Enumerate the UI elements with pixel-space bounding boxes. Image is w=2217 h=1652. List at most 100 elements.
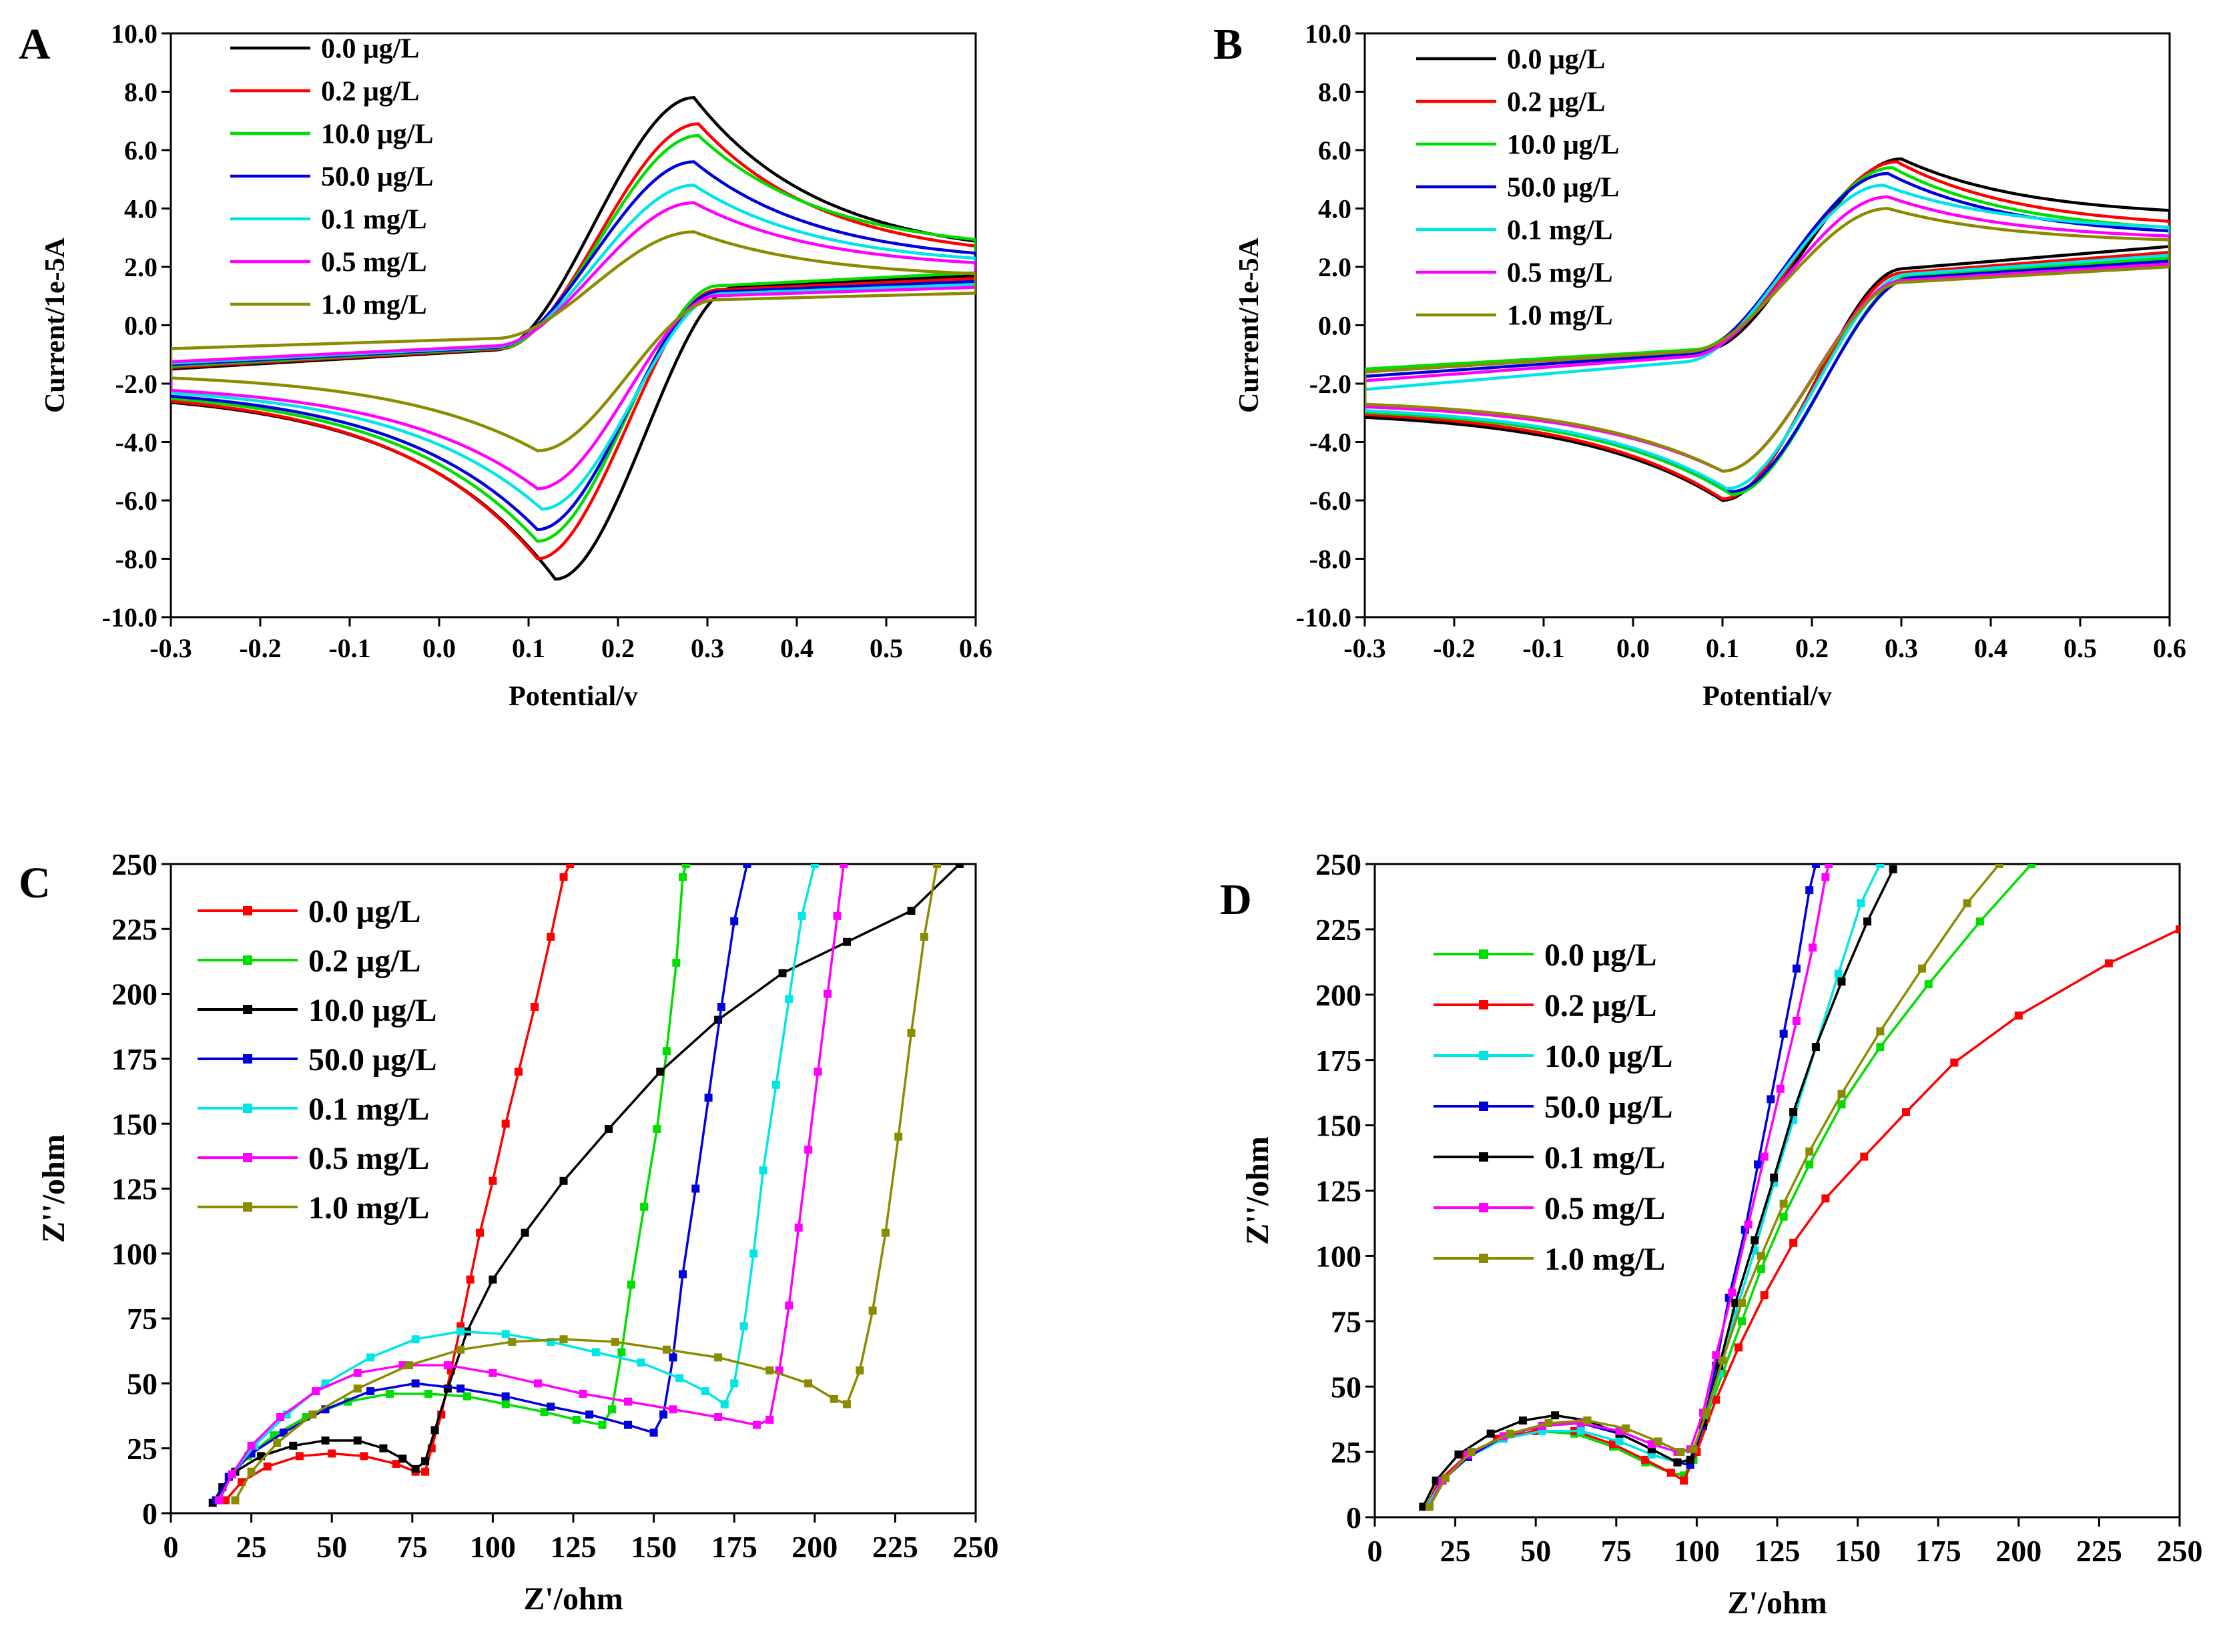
data-point (585, 1410, 594, 1419)
data-point (771, 1080, 780, 1089)
data-point (804, 1379, 813, 1388)
legend-label: 0.5 mg/L (1507, 258, 1613, 289)
data-point (1544, 1419, 1553, 1428)
x-tick-label: 125 (551, 1530, 597, 1564)
series-line (171, 183, 976, 511)
panel-A: A -0.3 -0.2 -0.1 0.0 0.1 0.2 0.3 0.4 0.5 0.6 -10.0 -… (19, 19, 992, 712)
legend-label: 0.0 μg/L (1544, 937, 1657, 973)
data-point (353, 1384, 362, 1393)
data-point (2104, 959, 2113, 967)
data-point (624, 1420, 633, 1429)
plot-area (1419, 864, 2180, 1511)
data-point (379, 1444, 388, 1453)
data-point (955, 864, 964, 868)
data-point (1837, 1100, 1846, 1109)
legend-label: 0.5 mg/L (1544, 1191, 1665, 1226)
data-point (489, 1176, 497, 1185)
x-tick-label: 100 (1674, 1534, 1720, 1568)
y-tick-label: 2.0 (1318, 252, 1351, 282)
x-tick-label: -0.2 (239, 633, 281, 663)
data-point (514, 1068, 523, 1076)
y-tick-label: 125 (1315, 1174, 1361, 1208)
y-axis-label: Current/1e-5A (40, 237, 71, 412)
y-tick-label: -6.0 (115, 486, 157, 516)
x-tick-label: 175 (1915, 1534, 1961, 1568)
x-tick-label: -0.1 (328, 633, 370, 663)
legend-marker (1479, 1152, 1488, 1162)
data-point (421, 1467, 430, 1476)
data-point (430, 1426, 439, 1434)
data-point (720, 1400, 729, 1408)
data-point (353, 1436, 362, 1445)
data-point (1680, 1477, 1688, 1485)
legend-label: 0.0 μg/L (321, 34, 420, 65)
legend-label: 0.1 mg/L (308, 1092, 429, 1127)
data-point (1432, 1477, 1440, 1485)
data-point (1776, 1084, 1785, 1093)
data-point (1551, 1411, 1560, 1420)
x-tick-label: 100 (470, 1530, 516, 1564)
legend-label: 0.2 μg/L (1544, 988, 1657, 1023)
y-tick-label: -4.0 (1309, 428, 1351, 458)
data-point (830, 1394, 838, 1403)
series-line (1365, 195, 2170, 473)
data-point (1754, 1160, 1763, 1169)
data-point (765, 1366, 774, 1374)
legend-label: 0.5 mg/L (308, 1141, 429, 1176)
data-point (1889, 865, 1897, 873)
data-point (540, 1408, 549, 1416)
legend-marker (243, 1104, 252, 1113)
data-point (1809, 943, 1817, 952)
x-axis-label: Potential/v (509, 681, 638, 712)
data-point (1837, 977, 1846, 986)
x-tick-label: 0.2 (601, 633, 635, 663)
y-tick-label: 100 (1315, 1240, 1361, 1274)
data-point (1454, 1451, 1463, 1459)
data-point (489, 1368, 497, 1377)
data-point (679, 1270, 687, 1278)
data-point (843, 1400, 852, 1408)
data-point (701, 1387, 709, 1396)
y-tick-label: 125 (111, 1172, 157, 1206)
y-tick-label: 50 (127, 1367, 157, 1401)
data-point (672, 958, 681, 967)
data-point (868, 1306, 877, 1315)
data-point (607, 1405, 616, 1414)
data-point (759, 1166, 767, 1175)
data-point (462, 1392, 471, 1400)
data-point (920, 932, 928, 941)
data-point (656, 1068, 665, 1076)
data-point (1876, 1027, 1885, 1036)
data-point (856, 1366, 864, 1374)
data-point (814, 1068, 822, 1076)
data-point (547, 1402, 555, 1411)
y-tick-label: 4.0 (124, 194, 157, 224)
data-point (749, 1249, 758, 1258)
data-point (1654, 1437, 1662, 1446)
data-point (295, 1452, 304, 1461)
x-tick-label: 0.3 (691, 633, 724, 663)
data-point (730, 917, 739, 925)
y-tick-label: -10.0 (1296, 602, 1351, 633)
y-tick-label: 2.0 (124, 252, 157, 282)
data-point (659, 1410, 668, 1419)
data-point (804, 1146, 813, 1154)
series-line (1365, 183, 2170, 490)
data-point (328, 1449, 336, 1458)
y-tick-label: 4.0 (1318, 194, 1351, 224)
data-point (353, 1368, 362, 1377)
data-point (598, 1420, 607, 1429)
data-point (1924, 980, 1933, 989)
data-point (605, 1124, 613, 1133)
data-point (617, 1348, 626, 1356)
data-point (1486, 1429, 1495, 1438)
data-point (289, 1441, 298, 1450)
data-point (1467, 1448, 1476, 1457)
data-point (933, 864, 942, 868)
x-tick-label: 25 (236, 1530, 267, 1564)
data-point (624, 1397, 633, 1406)
panel-label: B (1213, 20, 1243, 69)
x-tick-label: 0.6 (2153, 633, 2186, 663)
data-point (547, 932, 555, 941)
data-point (1876, 864, 1885, 868)
